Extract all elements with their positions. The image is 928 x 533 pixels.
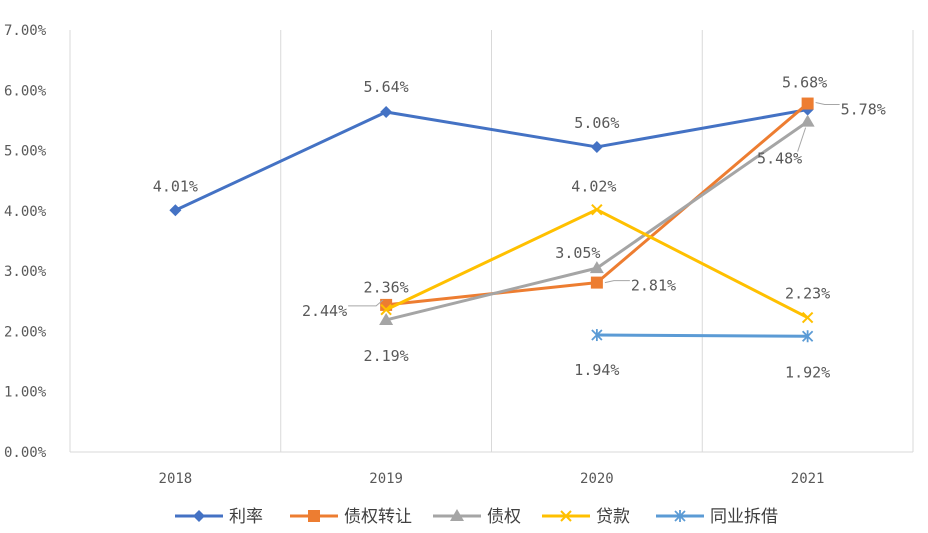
- data-label: 5.06%: [574, 114, 619, 132]
- legend-item: 贷款: [542, 507, 630, 527]
- gridlines: [69, 30, 914, 453]
- data-point-marker: [380, 304, 392, 316]
- data-label: 1.92%: [785, 363, 830, 381]
- x-tick-label: 2021: [791, 471, 825, 487]
- y-tick-label: 6.00%: [4, 83, 47, 99]
- label-leader-line: [348, 299, 384, 307]
- data-point-marker: [589, 261, 604, 274]
- y-tick-label: 3.00%: [4, 264, 47, 280]
- data-label: 2.81%: [631, 277, 676, 295]
- legend-item: 利率: [175, 507, 263, 527]
- legend-label: 同业拆借: [710, 507, 778, 527]
- x-axis-tick-labels: 2018 2019 2020 2021: [159, 471, 825, 487]
- legend-label: 债权: [487, 507, 521, 527]
- y-tick-label: 7.00%: [4, 23, 47, 39]
- x-tick-label: 2019: [369, 471, 403, 487]
- data-point-marker: [591, 203, 603, 216]
- series-line-4: [596, 333, 808, 338]
- data-point-marker: [379, 312, 394, 325]
- data-label: 2.19%: [364, 347, 409, 365]
- data-label: 4.02%: [571, 178, 616, 196]
- data-label: 5.68%: [782, 74, 827, 92]
- data-point-marker: [800, 114, 815, 127]
- label-leader-line: [797, 127, 807, 152]
- y-tick-label: 1.00%: [4, 385, 47, 401]
- data-point-marker: [801, 311, 814, 324]
- legend-marker-icon: [674, 510, 686, 522]
- data-point-marker: [590, 276, 603, 289]
- y-tick-label: 4.00%: [4, 204, 47, 220]
- y-axis-tick-labels: 0.00% 1.00% 2.00% 3.00% 4.00% 5.00% 6.00% 7.00%: [4, 23, 47, 461]
- data-label: 1.94%: [574, 361, 619, 379]
- series-line-1: [385, 102, 809, 307]
- data-label: 4.01%: [153, 177, 198, 195]
- legend-label: 贷款: [596, 507, 630, 527]
- data-label: 2.23%: [785, 285, 830, 303]
- legend-marker-icon: [308, 510, 320, 522]
- series-line-0: [174, 108, 808, 212]
- series-layer: [169, 97, 815, 343]
- legend-marker-icon: [560, 510, 572, 522]
- data-point-marker: [801, 330, 814, 343]
- legend-item: 同业拆借: [656, 507, 778, 527]
- data-label: 2.44%: [302, 302, 347, 320]
- legend-item: 债权: [433, 507, 521, 527]
- data-label: 5.78%: [841, 101, 886, 119]
- y-tick-label: 0.00%: [4, 445, 47, 461]
- data-label-layer: 4.01% 5.64% 5.06% 5.68% 2.44% 2.81% 5.78% 2.19%…: [153, 74, 886, 382]
- data-point-marker: [380, 105, 393, 118]
- label-leader-line: [815, 102, 840, 106]
- label-leader-line: [604, 280, 630, 284]
- legend-label: 债权转让: [344, 507, 412, 527]
- data-point-marker: [801, 97, 814, 110]
- legend-marker-icon: [450, 509, 464, 521]
- data-label: 5.64%: [364, 78, 409, 96]
- data-label: 3.05%: [555, 244, 600, 262]
- data-point-marker: [169, 204, 182, 217]
- data-label: 5.48%: [757, 150, 802, 168]
- legend-label: 利率: [229, 507, 263, 527]
- x-tick-label: 2018: [159, 471, 193, 487]
- x-tick-label: 2020: [580, 471, 614, 487]
- legend-item: 债权转让: [290, 507, 412, 527]
- y-tick-label: 5.00%: [4, 144, 47, 160]
- y-tick-label: 2.00%: [4, 324, 47, 340]
- data-label: 2.36%: [364, 279, 409, 297]
- data-point-marker: [591, 329, 603, 342]
- legend-marker-icon: [193, 510, 205, 522]
- data-point-marker: [590, 140, 603, 153]
- legend: 利率 债权转让 债权 贷款 同业拆借: [175, 507, 778, 527]
